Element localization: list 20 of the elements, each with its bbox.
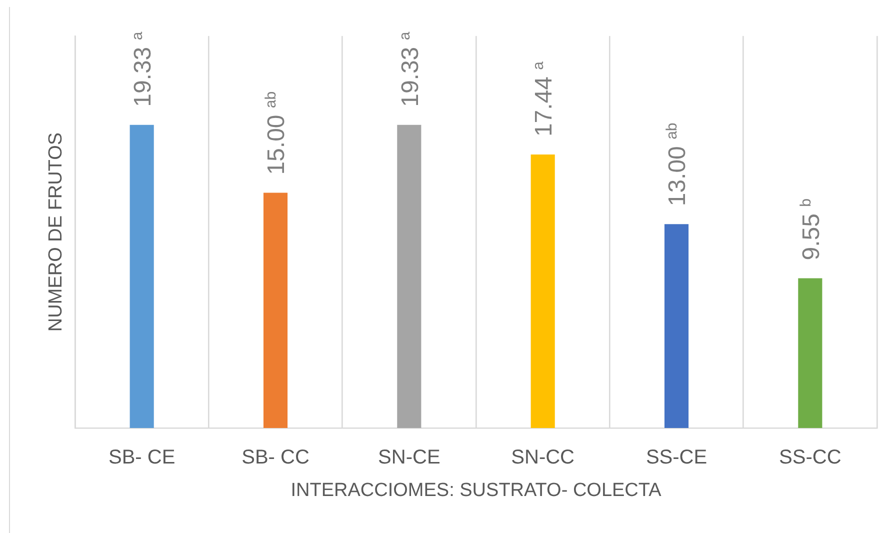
y-axis-title: NUMERO DE FRUTOS	[46, 132, 67, 332]
data-label: 17.44 a	[530, 60, 558, 137]
x-tick-label: SN-CE	[378, 446, 440, 469]
bar	[263, 192, 288, 428]
data-label: 15.00 ab	[262, 91, 290, 175]
bar	[530, 154, 555, 428]
x-tick-label: SS-CC	[779, 446, 842, 469]
x-tick-label: SB- CE	[108, 446, 176, 469]
bar	[664, 224, 689, 428]
data-label: 13.00 ab	[664, 122, 692, 206]
x-axis-title: INTERACCIOMES: SUSTRATO- COLECTA	[290, 480, 662, 501]
bar	[798, 278, 822, 428]
x-tick-label: SB- CC	[242, 446, 310, 469]
bar	[397, 124, 422, 428]
bar	[130, 124, 154, 428]
x-tick-label: SN-CC	[511, 446, 575, 469]
data-label: 19.33 a	[396, 31, 424, 107]
data-label: 9.55 b	[797, 198, 825, 260]
x-tick-label: SS-CE	[646, 446, 708, 469]
data-label: 19.33 a	[128, 31, 156, 107]
